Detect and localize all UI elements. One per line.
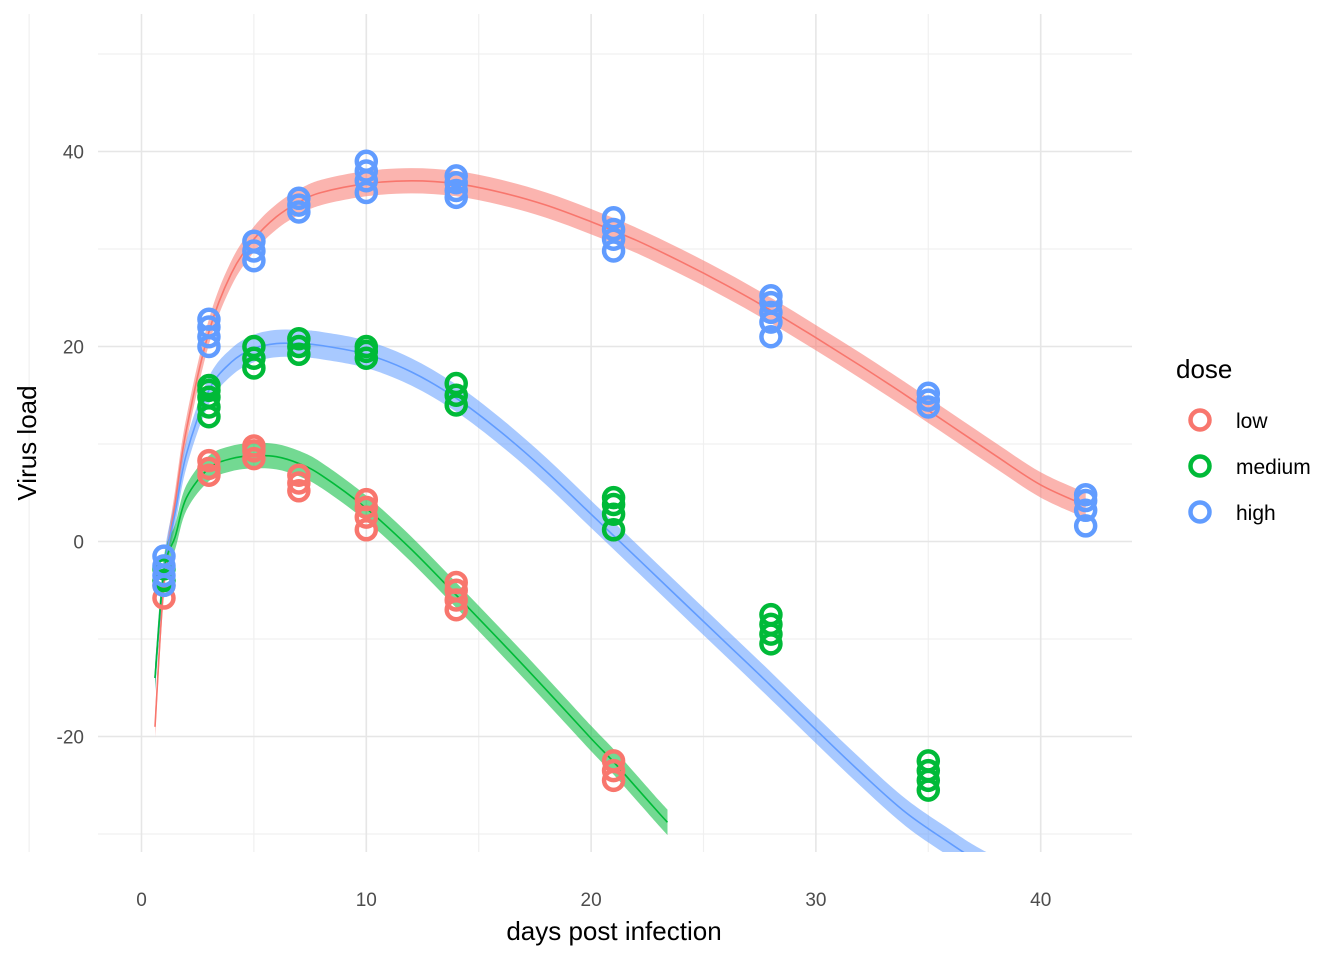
data-point-low	[601, 749, 626, 773]
legend-key-medium	[1188, 454, 1212, 478]
y-tick-label: -20	[57, 728, 84, 749]
data-point-medium	[916, 749, 941, 773]
legend-title: dose	[1176, 354, 1232, 384]
data-point-high	[601, 227, 626, 251]
data-point-low	[601, 758, 626, 783]
legend-key-low	[1188, 408, 1212, 432]
y-axis-title: Virus load	[12, 385, 42, 500]
legend-label-high: high	[1236, 502, 1276, 525]
data-point-high	[601, 206, 626, 230]
data-point-high	[1073, 482, 1098, 507]
data-point-medium	[759, 602, 783, 627]
data-point-low	[197, 448, 221, 473]
fit-line	[154, 179, 1087, 727]
data-point-high	[197, 315, 221, 339]
data-point-high	[759, 284, 783, 308]
x-axis-ticks: 0 10 20 30 40	[136, 890, 1051, 911]
data-point-medium	[916, 758, 941, 783]
data-point-high	[601, 217, 626, 242]
legend-label-low: low	[1236, 410, 1268, 433]
data-point-low	[197, 456, 221, 481]
legend: dose low medium high	[1176, 354, 1311, 525]
data-point-high	[197, 307, 221, 331]
data-point-medium	[601, 518, 626, 542]
data-point-medium	[287, 334, 311, 359]
data-point-high	[152, 544, 176, 568]
data-point-high	[1073, 514, 1098, 538]
data-point-low	[354, 487, 379, 512]
data-point-high	[354, 149, 379, 173]
data-point-high	[444, 164, 468, 188]
legend-key-high	[1188, 500, 1212, 524]
legend-label-medium: medium	[1236, 456, 1311, 479]
data-point-high	[354, 159, 379, 183]
x-tick-label: 30	[805, 890, 826, 911]
data-point-high	[1073, 498, 1098, 523]
x-axis-title: days post infection	[506, 916, 721, 946]
data-point-low	[354, 518, 379, 542]
data-point-medium	[287, 326, 311, 351]
fit-confidence-band	[155, 329, 987, 852]
data-point-medium	[197, 373, 221, 398]
data-point-high	[152, 554, 176, 578]
data-point-high	[916, 381, 941, 406]
data-point-medium	[287, 342, 311, 367]
y-tick-label: 0	[73, 533, 84, 554]
data-point-medium	[601, 485, 626, 510]
data-point-low	[354, 495, 379, 520]
data-point-low	[444, 578, 468, 602]
x-tick-label: 10	[356, 890, 377, 911]
data-point-low	[242, 446, 266, 471]
data-point-low	[287, 463, 311, 487]
data-point-high	[354, 180, 379, 205]
data-point-medium	[444, 383, 468, 407]
fit-line	[154, 454, 669, 823]
data-points	[152, 149, 1098, 802]
y-axis-ticks: -20 0 20 40	[57, 143, 84, 749]
x-tick-label: 0	[136, 890, 147, 911]
data-point-high	[759, 325, 783, 349]
data-point-high	[444, 178, 468, 203]
data-point-medium	[242, 356, 266, 380]
data-point-low	[287, 479, 311, 503]
y-tick-label: 20	[63, 338, 84, 359]
data-point-medium	[444, 393, 468, 417]
data-point-low	[287, 471, 311, 495]
y-tick-label: 40	[63, 143, 84, 164]
data-point-high	[287, 186, 311, 211]
x-tick-label: 20	[581, 890, 602, 911]
data-point-medium	[759, 612, 783, 637]
data-point-low	[242, 434, 266, 458]
data-point-high	[242, 239, 266, 263]
data-point-medium	[601, 502, 626, 526]
data-point-low	[444, 570, 468, 595]
data-point-medium	[242, 346, 266, 370]
x-tick-label: 40	[1030, 890, 1051, 911]
data-point-medium	[354, 334, 379, 359]
data-point-medium	[444, 371, 468, 396]
data-point-medium	[197, 395, 221, 419]
data-point-high	[242, 229, 266, 253]
data-point-high	[601, 239, 626, 263]
data-point-high	[759, 300, 783, 325]
data-point-medium	[242, 334, 266, 359]
